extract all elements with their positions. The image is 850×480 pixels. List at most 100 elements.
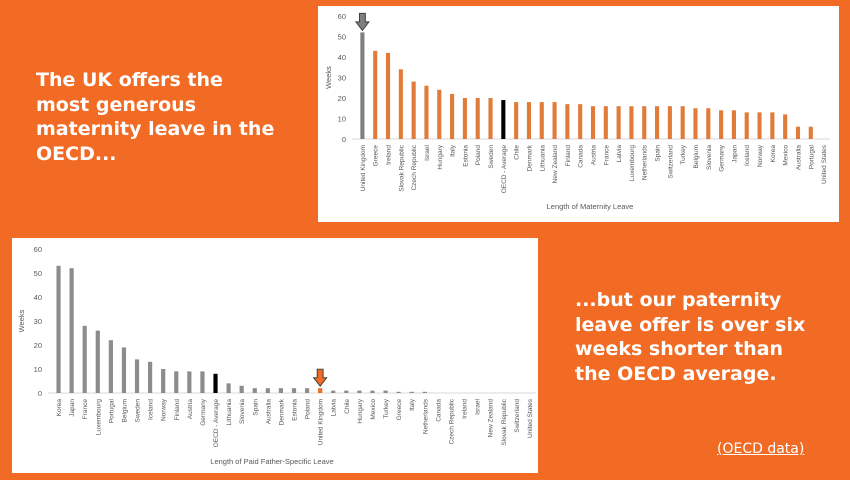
paternity-category-label: Denmark [278,398,285,425]
maternity-category-label: Finland [565,145,572,167]
maternity-bar-italy [450,93,455,139]
maternity-bar-luxembourg [629,106,634,139]
maternity-bar-poland [475,98,480,139]
paternity-category-label: Greece [396,399,403,421]
maternity-category-label: Australia [795,145,802,171]
paternity-category-label: Hungary [357,398,364,423]
paternity-ytick-label: 30 [34,317,42,326]
maternity-category-label: Portugal [808,144,815,169]
maternity-bar-france [603,106,608,139]
paternity-category-label: Mexico [370,399,377,420]
maternity-bar-netherlands [642,106,647,139]
paternity-bar-latvia [331,390,336,393]
paternity-bar-iceland [148,361,153,393]
paternity-bar-denmark [278,388,284,393]
paternity-leave-chart: 0 10 20 30 40 50 60 Weeks Korea Japan France Luxemb… [17,245,536,466]
paternity-category-label: Latvia [331,399,338,417]
maternity-bar-germany [719,110,724,139]
paternity-bar-norway [161,369,166,393]
maternity-bar-chile [514,102,519,139]
maternity-category-label: Lithuania [539,145,546,172]
maternity-bar-czech-republic [411,81,416,139]
maternity-bar-hungary [437,89,442,139]
paternity-category-label: OECD - Average [213,399,220,448]
paternity-bar-mexico [370,390,375,393]
oecd-data-link[interactable]: (OECD data) [717,441,805,457]
maternity-ytick-label: 10 [338,115,346,124]
maternity-x-axis-label: Length of Maternity Leave [547,202,634,211]
maternity-bar-switzerland [667,106,672,139]
maternity-bar-belgium [693,108,698,139]
maternity-category-label: Greece [373,145,380,167]
paternity-bar-netherlands [422,391,427,393]
paternity-category-label: Slovenia [239,399,246,424]
paternity-category-label: Luxembourg [95,399,102,436]
maternity-bar-greece [373,50,378,139]
paternity-ytick-label: 50 [34,269,42,278]
maternity-bar-slovak-republic [398,69,403,139]
paternity-bar-oecd-average [213,373,218,393]
paternity-category-label: Slovak Republic [501,398,508,445]
paternity-category-label: Austria [187,399,194,420]
headline-maternity: The UK offers the most generous maternit… [36,69,275,166]
maternity-category-label: Slovak Republic [398,144,405,191]
maternity-category-label: Spain [655,145,662,162]
maternity-category-label: United States [821,144,828,184]
maternity-ytick-label: 50 [338,33,346,42]
paternity-x-axis-label: Length of Paid Father-Specific Leave [210,457,333,466]
paternity-ytick-label: 0 [38,389,42,398]
maternity-category-label: Belgium [693,145,700,168]
paternity-bar-united-kingdom [318,388,323,393]
maternity-category-label: Iceland [744,145,751,166]
maternity-bar-finland [565,104,570,139]
paternity-y-axis-label: Weeks [17,309,26,332]
paternity-ytick-label: 10 [34,365,42,374]
paternity-category-label: Chile [344,399,351,414]
paternity-bar-japan [69,268,74,393]
maternity-category-label: Korea [770,145,777,163]
paternity-bar-greece [396,391,401,393]
maternity-category-label: Germany [719,144,726,171]
maternity-category-label: Mexico [783,145,790,166]
paternity-category-label: Ireland [462,399,469,419]
paternity-bar-chile [344,390,349,393]
paternity-bar-austria [187,371,192,393]
paternity-ytick-label: 60 [34,245,42,254]
maternity-bar-denmark [526,102,531,139]
maternity-category-label: New Zealand [552,145,559,184]
paternity-ytick-label: 40 [34,293,42,302]
maternity-category-label: Luxembourg [629,145,636,182]
paternity-bar-finland [174,371,179,393]
paternity-bar-estonia [291,388,297,393]
paternity-category-label: Japan [69,399,76,417]
maternity-ytick-label: 0 [342,135,346,144]
maternity-category-label: Switzerland [667,145,674,179]
paternity-category-label: New Zealand [488,399,495,438]
paternity-category-label: Czech Republic [448,398,455,444]
paternity-ytick-label: 20 [34,341,42,350]
paternity-bar-germany [200,371,205,393]
paternity-category-label: Spain [252,399,259,416]
maternity-bar-australia [795,126,801,139]
maternity-category-label: Czech Republic [411,144,418,190]
maternity-bar-mexico [783,114,788,139]
paternity-chart-panel: 0 10 20 30 40 50 60 Weeks Korea Japan France Luxemb… [12,238,538,473]
maternity-category-label: Netherlands [642,144,649,180]
paternity-category-label: Germany [200,398,207,425]
maternity-bar-portugal [808,126,813,139]
paternity-bar-korea [56,265,61,393]
paternity-category-label: Iceland [148,399,155,420]
paternity-category-label: Portugal [108,398,115,423]
paternity-bar-portugal [108,340,113,393]
paternity-category-label: Finland [174,399,181,421]
paternity-category-label: Sweden [135,399,142,423]
maternity-category-label: Ireland [386,145,393,165]
maternity-bar-new-zealand [552,102,557,139]
paternity-category-label: Poland [305,399,312,420]
paternity-bar-turkey [383,390,388,393]
paternity-category-label: Israel [475,398,482,414]
maternity-bar-slovenia [706,108,711,139]
maternity-highlight-arrow-icon [354,12,370,32]
maternity-ytick-label: 60 [338,12,346,21]
maternity-bar-oecd-average [501,100,506,139]
